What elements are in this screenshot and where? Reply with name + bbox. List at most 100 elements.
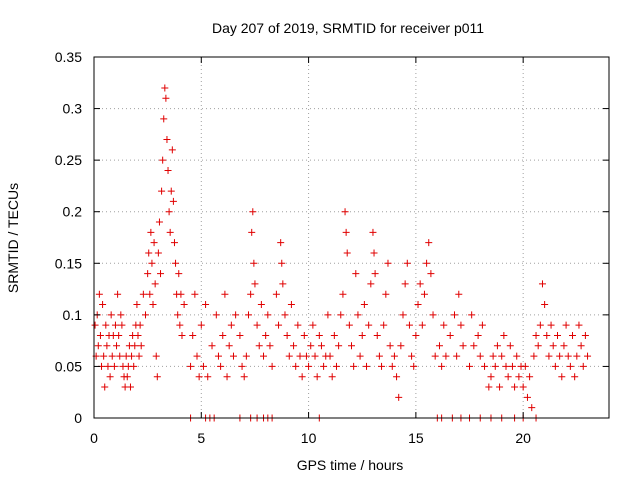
data-point — [470, 342, 478, 350]
y-axis-label: SRMTID / TECUs — [5, 183, 21, 293]
data-point — [332, 362, 340, 370]
data-point — [309, 321, 317, 329]
data-point — [159, 156, 167, 164]
x-tick-label: 5 — [197, 430, 205, 446]
data-point — [393, 373, 401, 381]
data-point — [176, 321, 184, 329]
data-point — [136, 321, 144, 329]
data-point — [163, 136, 171, 144]
data-point — [227, 321, 235, 329]
data-point — [240, 373, 248, 381]
data-point — [290, 342, 298, 350]
data-point — [571, 373, 579, 381]
data-point — [217, 362, 225, 370]
data-point — [238, 362, 246, 370]
data-point — [178, 331, 186, 339]
y-tick-label: 0.15 — [55, 255, 82, 271]
data-points — [91, 84, 592, 422]
data-point — [579, 362, 587, 370]
data-point — [530, 352, 538, 360]
data-point — [197, 321, 205, 329]
data-point — [193, 352, 201, 360]
data-point — [175, 270, 183, 278]
y-tick-label: 0.25 — [55, 152, 82, 168]
data-point — [102, 321, 110, 329]
data-point — [219, 331, 227, 339]
data-point — [369, 228, 377, 236]
data-point — [315, 331, 323, 339]
data-point — [508, 362, 516, 370]
data-point — [564, 352, 572, 360]
data-point — [420, 290, 428, 298]
data-point — [455, 290, 463, 298]
data-point — [523, 393, 531, 401]
data-point — [498, 352, 506, 360]
data-point — [130, 362, 138, 370]
data-point — [307, 342, 315, 350]
data-point — [96, 331, 104, 339]
data-point — [180, 301, 188, 309]
data-point — [457, 321, 465, 329]
data-point — [521, 362, 529, 370]
data-point — [250, 259, 258, 267]
data-point — [526, 373, 534, 381]
data-point — [395, 393, 403, 401]
data-point — [560, 342, 568, 350]
data-point — [418, 321, 426, 329]
data-point — [554, 331, 561, 339]
data-point — [305, 362, 313, 370]
data-point — [566, 362, 574, 370]
data-point — [172, 259, 180, 267]
data-point — [283, 331, 291, 339]
data-point — [160, 115, 168, 123]
data-point — [278, 259, 286, 267]
data-point — [123, 373, 131, 381]
data-point — [128, 352, 136, 360]
data-point — [506, 342, 514, 350]
data-point — [108, 352, 116, 360]
data-point — [165, 208, 173, 216]
data-point — [158, 187, 166, 195]
data-point — [111, 321, 119, 329]
data-point — [425, 239, 433, 247]
data-point — [101, 383, 109, 391]
data-point — [104, 362, 112, 370]
data-point — [133, 301, 141, 309]
data-point — [118, 321, 126, 329]
data-point — [191, 290, 199, 298]
data-point — [170, 239, 178, 247]
data-point — [532, 331, 540, 339]
data-point — [350, 362, 358, 370]
data-point — [115, 331, 123, 339]
data-point — [117, 311, 125, 319]
y-tick-label: 0.2 — [63, 204, 83, 220]
data-point — [294, 321, 302, 329]
data-point — [474, 331, 482, 339]
data-point — [135, 352, 143, 360]
y-tick-label: 0.05 — [55, 358, 82, 374]
data-point — [126, 383, 134, 391]
data-point — [468, 311, 476, 319]
data-point — [367, 280, 375, 288]
data-point — [341, 208, 349, 216]
data-point — [371, 270, 379, 278]
data-point — [189, 331, 197, 339]
data-point — [427, 270, 435, 278]
data-point — [248, 228, 256, 236]
x-tick-label: 0 — [90, 430, 98, 446]
data-point — [354, 311, 362, 319]
data-point — [513, 352, 521, 360]
data-point — [161, 84, 169, 92]
data-point — [451, 311, 458, 319]
data-point — [225, 342, 233, 350]
data-point — [423, 259, 431, 267]
data-point — [150, 239, 158, 247]
data-point — [476, 352, 484, 360]
data-point — [275, 321, 283, 329]
data-point — [339, 290, 347, 298]
data-point — [356, 352, 364, 360]
data-point — [253, 321, 261, 329]
data-point — [204, 373, 212, 381]
